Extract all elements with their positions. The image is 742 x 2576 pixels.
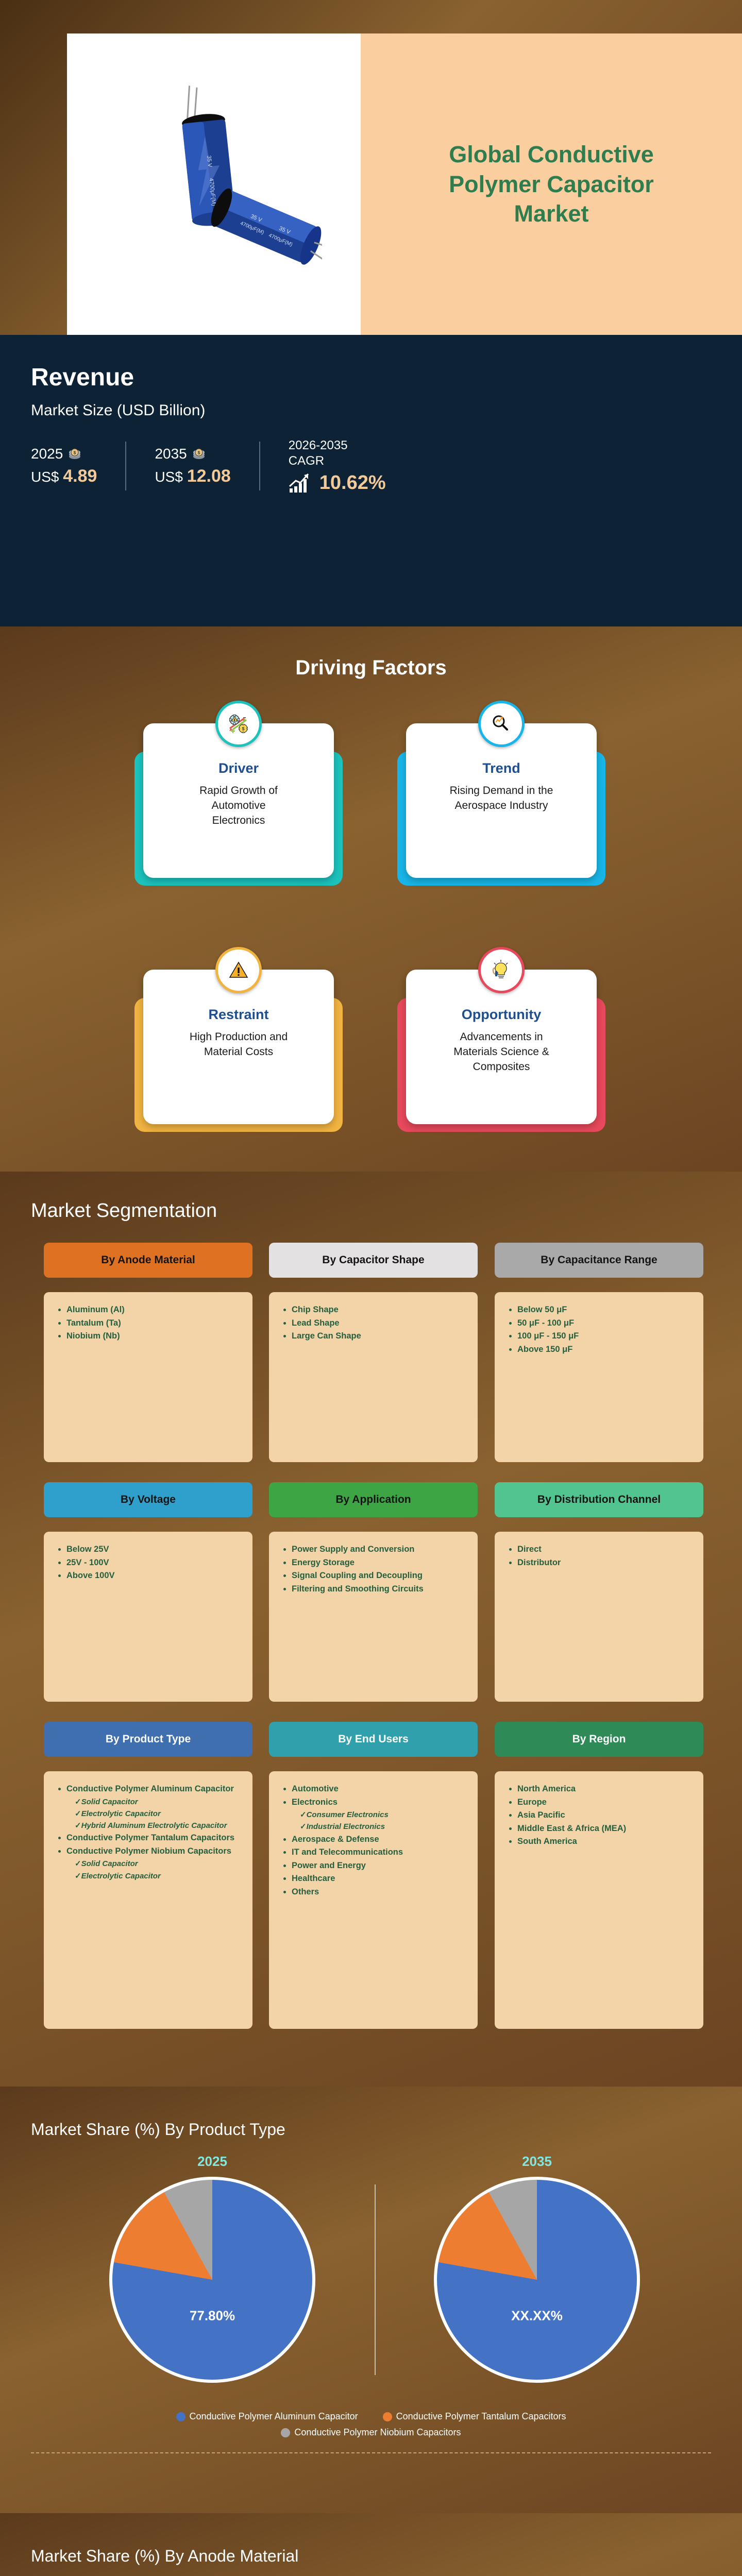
svg-text:$: $ (242, 726, 244, 731)
svg-text:$: $ (198, 451, 200, 455)
svg-text:$: $ (74, 451, 76, 455)
svg-text:35 V: 35 V (206, 155, 213, 167)
